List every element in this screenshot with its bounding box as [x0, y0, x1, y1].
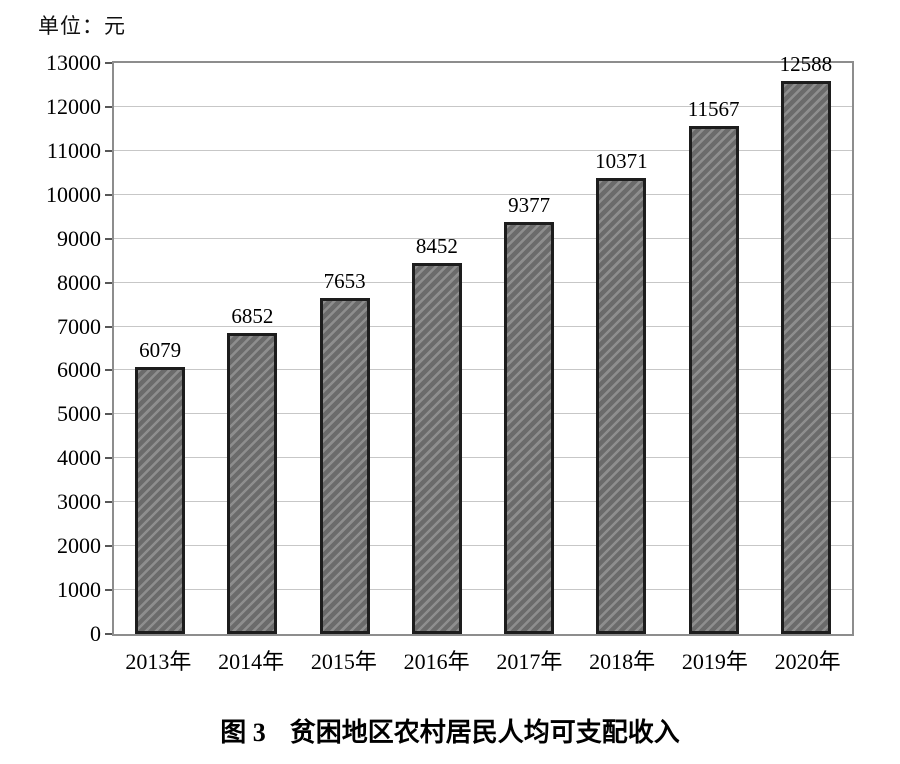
bar-2015年 [319, 297, 370, 634]
y-axis-tick-2000 [105, 545, 112, 548]
y-axis-tick-5000 [105, 413, 112, 416]
y-axis-label-1000: 1000 [57, 577, 101, 603]
y-axis-tick-9000 [105, 237, 112, 240]
gridline-9000 [114, 237, 852, 239]
y-axis-tick-1000 [105, 589, 112, 592]
y-axis-tick-3000 [105, 501, 112, 504]
bar-2019年 [688, 125, 739, 634]
unit-label: 单位：元 [38, 14, 126, 38]
bar-value-label-2020年: 12588 [779, 52, 833, 77]
plot-area: 0 1000 2000 3000 4000 5000 6000 7000 8000 9000 100… [46, 52, 854, 645]
x-axis-label-2016年: 2016年 [403, 649, 470, 674]
gridline-1000 [114, 589, 852, 591]
x-axis-label-2020年: 2020年 [774, 649, 841, 674]
gridline-7000 [114, 325, 852, 327]
bar-value-label-2017年: 9377 [508, 193, 551, 218]
x-axis-label-2018年: 2018年 [589, 649, 656, 674]
y-axis-tick-8000 [105, 281, 112, 284]
y-axis-tick-6000 [105, 369, 112, 372]
y-axis-label-2000: 2000 [57, 533, 101, 559]
y-axis-label-7000: 7000 [57, 313, 101, 339]
bars-container: 6079 6852 7653 8452 9377 10371 11567 12588 [114, 54, 852, 634]
gridline-6000 [114, 369, 852, 371]
y-axis-label-3000: 3000 [57, 489, 101, 515]
bar-slot-2013年: 6079 [114, 63, 206, 634]
bar-slot-2016年: 8452 [391, 63, 483, 634]
y-axis-label-0: 0 [90, 621, 101, 646]
x-axis-label-2019年: 2019年 [681, 649, 748, 674]
bar-2017年 [504, 222, 555, 634]
y-axis-tick-7000 [105, 325, 112, 328]
chart-caption: 图 3 贫困地区农村居民人均可支配收入 [0, 712, 900, 749]
bar-2020年 [780, 81, 831, 634]
bar-slot-2015年: 7653 [299, 63, 391, 634]
grid-layer [114, 63, 852, 634]
y-axis: 0 1000 2000 3000 4000 5000 6000 7000 8000 9000 100… [46, 52, 852, 645]
x-axis-label-2013年: 2013年 [125, 649, 192, 674]
y-axis-tick-10000 [105, 193, 112, 196]
bar-value-label-2014年: 6852 [231, 304, 274, 329]
gridline-10000 [114, 193, 852, 195]
gridline-12000 [114, 105, 852, 107]
bar-slot-2020年: 12588 [760, 54, 852, 634]
bar-2016年 [411, 262, 462, 634]
y-axis-label-6000: 6000 [57, 357, 101, 383]
y-axis-tick-0 [105, 633, 112, 635]
bar-2014年 [227, 333, 278, 634]
y-axis-label-13000: 13000 [46, 50, 101, 75]
y-axis-label-8000: 8000 [57, 269, 101, 295]
caption-title-text: 贫困地区农村居民人均可支配收入 [289, 718, 680, 747]
y-axis-label-5000: 5000 [57, 401, 101, 427]
y-axis-tick-11000 [105, 149, 112, 152]
gridline-5000 [114, 413, 852, 415]
bar-slot-2019年: 11567 [668, 63, 760, 634]
bar-value-label-2019年: 11567 [687, 96, 740, 121]
y-axis-tick-13000 [105, 62, 112, 64]
bar-slot-2017年: 9377 [483, 63, 575, 634]
gridline-3000 [114, 501, 852, 503]
x-axis-label-2017年: 2017年 [496, 649, 563, 674]
y-axis-label-12000: 12000 [46, 93, 101, 119]
y-axis-label-4000: 4000 [57, 445, 101, 471]
bar-2018年 [596, 178, 647, 634]
y-axis-label-9000: 9000 [57, 225, 101, 251]
y-axis-label-10000: 10000 [46, 181, 101, 207]
bar-value-label-2013年: 6079 [139, 338, 182, 362]
y-axis-tick-12000 [105, 105, 112, 108]
x-axis-label-2014年: 2014年 [218, 649, 285, 674]
bar-value-label-2018年: 10371 [595, 149, 648, 174]
gridline-2000 [114, 545, 852, 547]
x-axis-label-2015年: 2015年 [310, 649, 377, 674]
bar-slot-2018年: 10371 [575, 63, 667, 634]
bar-value-label-2016年: 8452 [415, 233, 458, 258]
bar-slot-2014年: 6852 [206, 63, 298, 634]
bar-value-label-2015年: 7653 [323, 268, 366, 293]
gridline-11000 [114, 149, 852, 151]
gridline-8000 [114, 281, 852, 283]
y-axis-tick-4000 [105, 457, 112, 460]
x-axis: 2013年 2014年 2015年 2016年 2017年 2018年 2019年 2020年 [112, 644, 854, 676]
y-axis-label-11000: 11000 [46, 137, 101, 163]
gridline-4000 [114, 457, 852, 459]
bar-2013年 [135, 367, 186, 634]
caption-figure-label: 图 3 [220, 718, 266, 747]
